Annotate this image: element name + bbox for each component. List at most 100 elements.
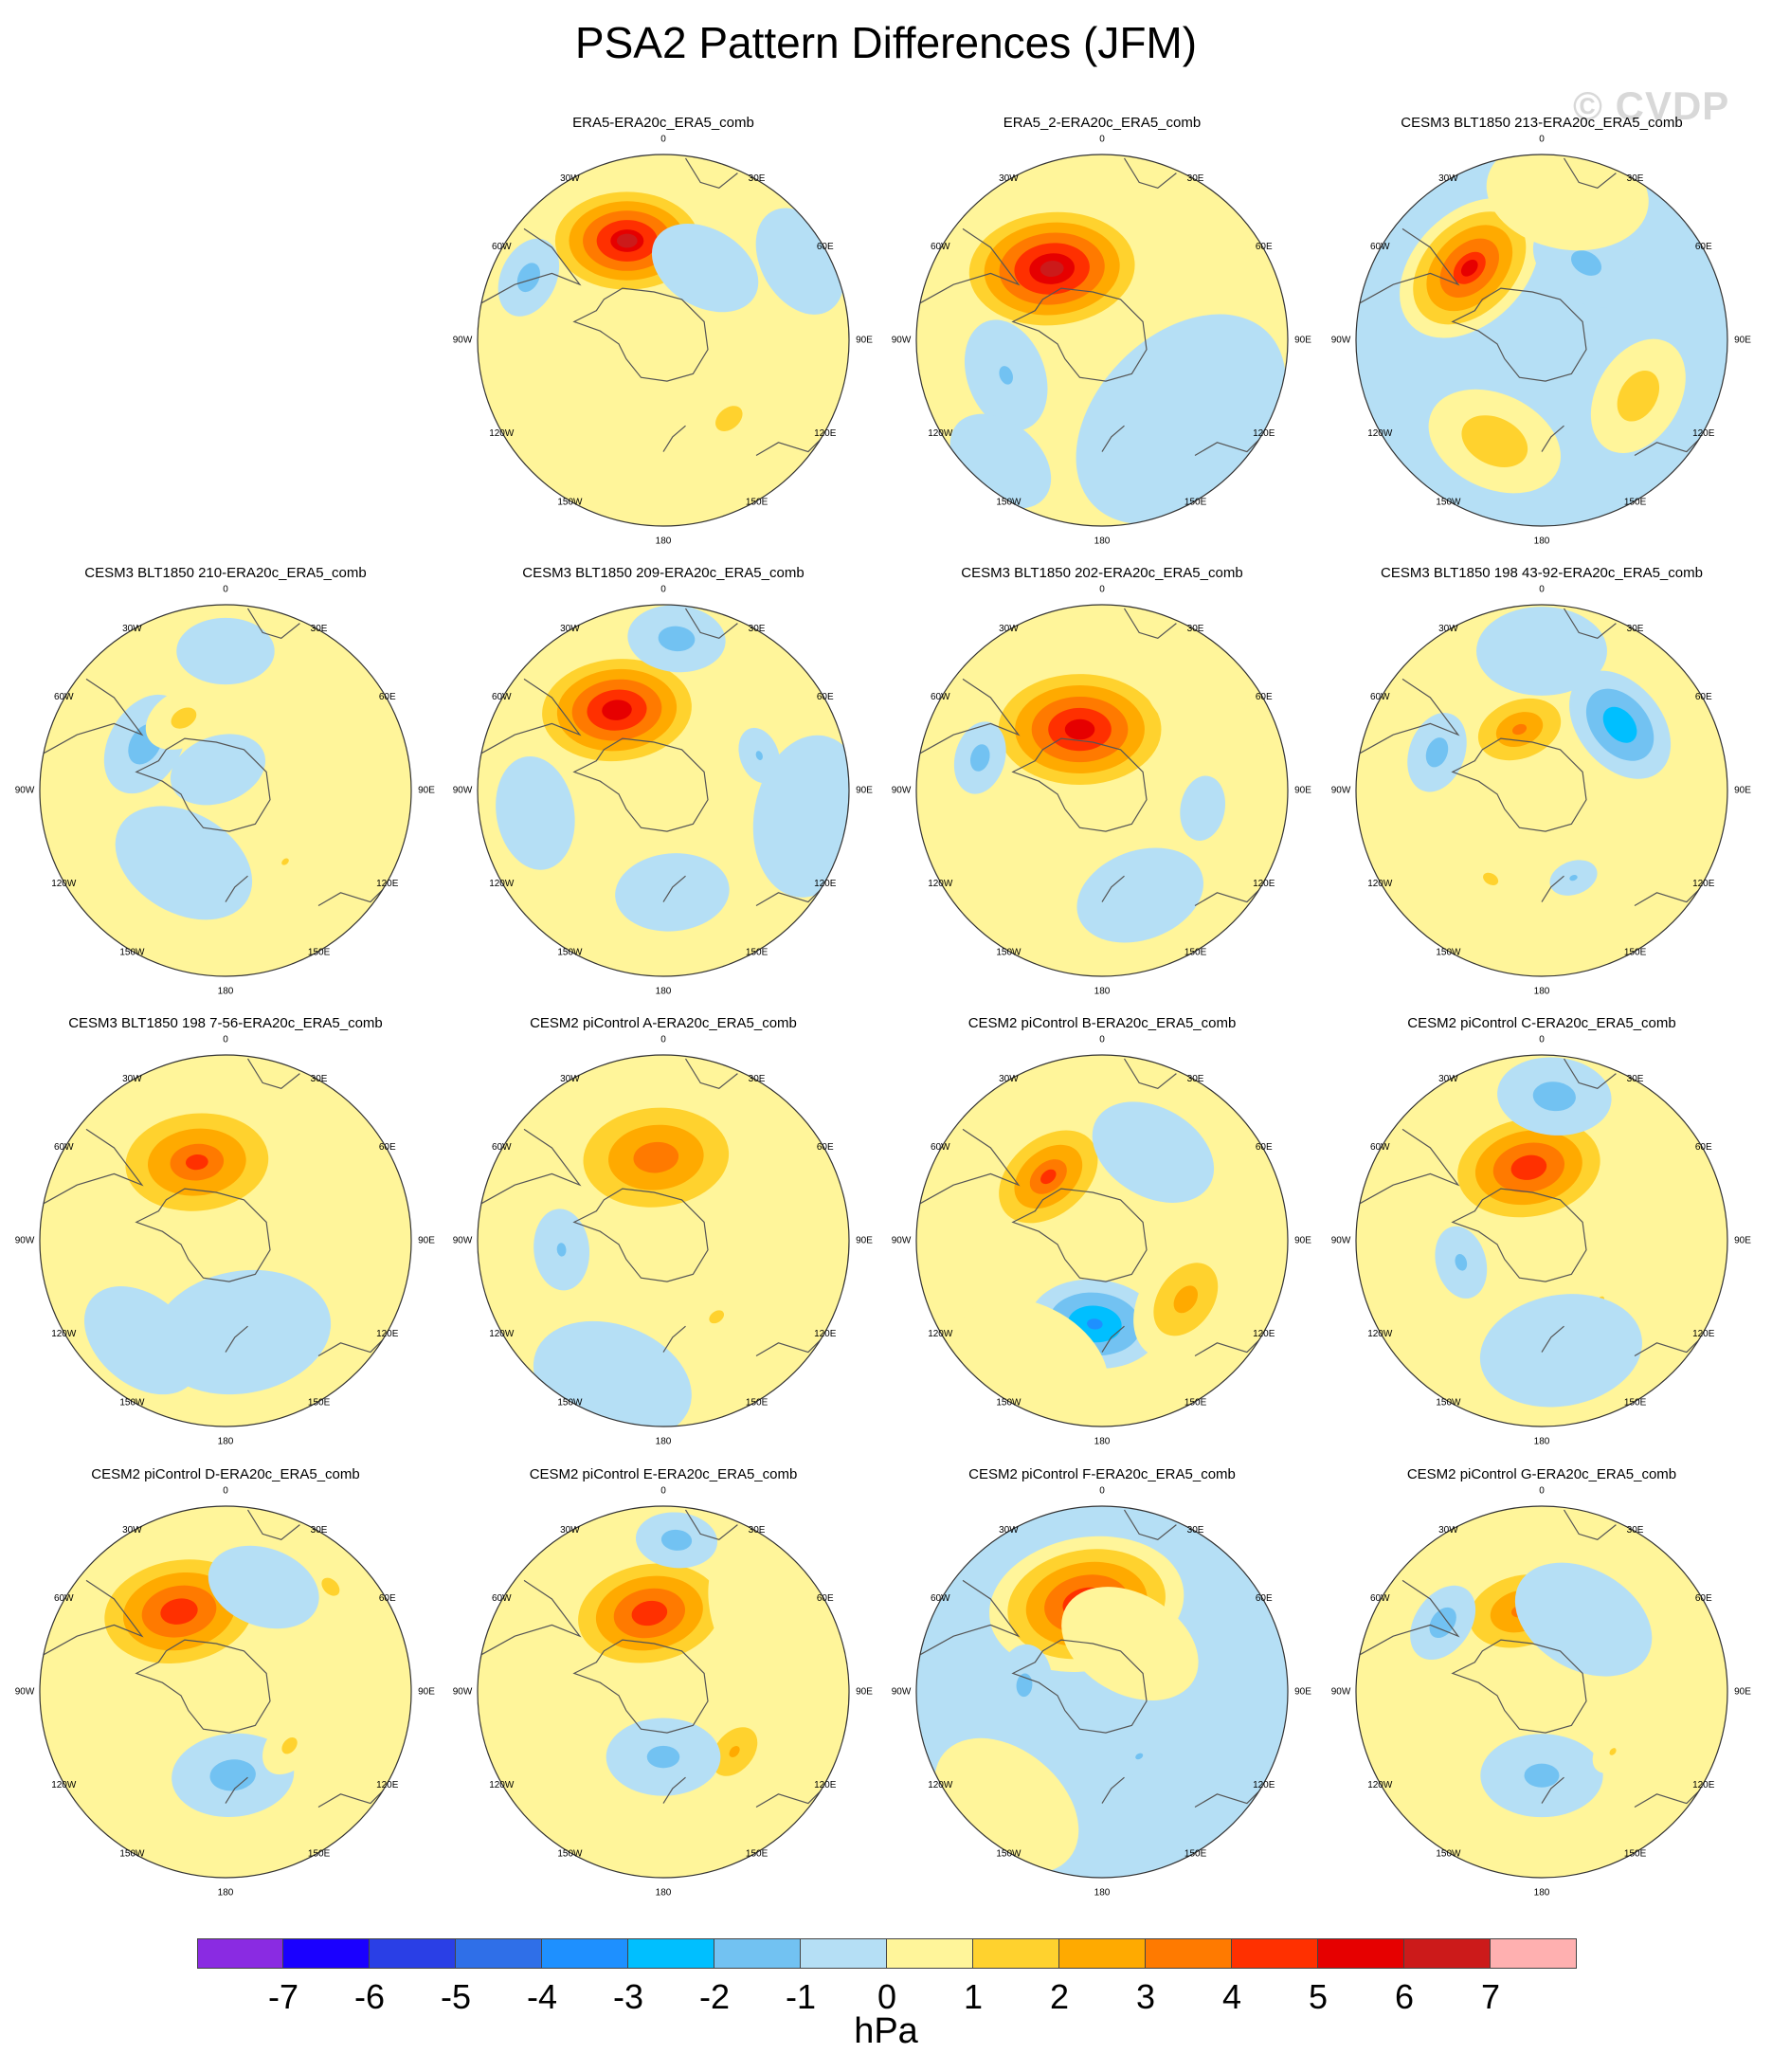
- longitude-label: 120E: [1692, 879, 1715, 889]
- contour-level: [1532, 1081, 1576, 1112]
- coastline: [684, 608, 738, 639]
- map-panel: CESM3 BLT1850 198 7-56-ERA20c_ERA5_comb 0…: [15, 1015, 436, 1447]
- contour-field: [916, 1055, 1288, 1427]
- colorbar-tick-label: -4: [526, 1977, 557, 2016]
- longitude-label: 90W: [15, 1236, 35, 1246]
- longitude-label: 0: [660, 1035, 666, 1045]
- coastline: [919, 678, 1021, 754]
- coastline: [1194, 882, 1266, 907]
- longitude-label: 120E: [1253, 1780, 1275, 1790]
- colorbar-tick-label: 6: [1394, 1977, 1415, 2016]
- longitude-label: 60E: [379, 692, 396, 702]
- longitude-label: 90E: [1294, 786, 1311, 796]
- coastline: [1194, 432, 1266, 457]
- longitude-label: 120E: [376, 1329, 399, 1339]
- coastline: [317, 1784, 389, 1808]
- colorbar-tick-label: -1: [785, 1977, 816, 2016]
- coastline: [919, 227, 1021, 304]
- panel-title: CESM2 piControl B-ERA20c_ERA5_comb: [968, 1015, 1237, 1031]
- longitude-label: 150W: [1436, 497, 1461, 507]
- contour-field: [40, 1506, 411, 1878]
- longitude-label: 150W: [996, 1397, 1022, 1408]
- coastline: [1563, 1058, 1617, 1089]
- longitude-label: 30W: [560, 624, 580, 634]
- contour-level: [1180, 775, 1226, 841]
- colorbar-box: [1404, 1938, 1491, 1969]
- contour-level: [615, 853, 730, 932]
- longitude-label: 90W: [453, 336, 473, 346]
- colorbar-tick-label: 3: [1135, 1977, 1156, 2016]
- contour-field: [478, 1055, 849, 1427]
- longitude-label: 30E: [749, 624, 766, 634]
- colorbar-box: [714, 1938, 801, 1969]
- colorbar-box: [542, 1938, 628, 1969]
- longitude-label: 150E: [1184, 947, 1207, 957]
- contour-field: [40, 1055, 411, 1427]
- longitude-label: 30E: [1187, 1074, 1204, 1084]
- longitude-label: 180: [656, 1888, 672, 1899]
- longitude-label: 150W: [1436, 1848, 1461, 1859]
- contour-field: [916, 605, 1288, 976]
- panel-title: ERA5-ERA20c_ERA5_comb: [572, 115, 754, 131]
- longitude-label: 60E: [1256, 1593, 1273, 1604]
- longitude-label: 60W: [931, 242, 950, 252]
- longitude-label: 120W: [1367, 1329, 1393, 1339]
- longitude-label: 120E: [376, 879, 399, 889]
- map-panel: CESM2 piControl C-ERA20c_ERA5_comb 0 30E 60…: [1331, 1015, 1752, 1447]
- longitude-label: 30W: [999, 173, 1019, 184]
- contour-level: [1061, 1587, 1199, 1701]
- longitude-label: 30W: [1438, 1525, 1458, 1536]
- longitude-label: 180: [656, 536, 672, 547]
- map-boundary: [1355, 604, 1728, 977]
- longitude-label: 120E: [1253, 879, 1275, 889]
- longitude-label: 90W: [1331, 786, 1351, 796]
- map-boundary: [39, 1054, 412, 1427]
- panel-title: CESM2 piControl A-ERA20c_ERA5_comb: [530, 1015, 797, 1031]
- coastline: [480, 1128, 582, 1205]
- map-panel: CESM3 BLT1850 198 43-92-ERA20c_ERA5_comb…: [1331, 565, 1752, 997]
- longitude-label: 150W: [996, 1848, 1022, 1859]
- map-boundary: [1355, 1505, 1728, 1879]
- contour-field: [1356, 605, 1727, 976]
- longitude-label: 60E: [817, 1593, 834, 1604]
- coastline: [684, 1058, 738, 1089]
- coastline: [43, 1128, 144, 1205]
- coastline: [572, 737, 709, 832]
- coastline: [1541, 875, 1564, 902]
- longitude-label: 150E: [308, 1397, 331, 1408]
- contour-field: [916, 154, 1288, 526]
- coastline: [135, 1639, 271, 1734]
- colorbar-units: hPa: [854, 2011, 918, 2051]
- longitude-label: 90E: [1734, 1687, 1751, 1698]
- coastline: [1101, 875, 1125, 902]
- panel-title: CESM2 piControl D-ERA20c_ERA5_comb: [91, 1466, 359, 1482]
- contour-field: [478, 605, 849, 976]
- longitude-label: 60W: [54, 1142, 74, 1153]
- longitude-label: 120W: [489, 1329, 515, 1339]
- longitude-label: 150W: [119, 1397, 145, 1408]
- contour-level: [646, 1745, 680, 1769]
- longitude-label: 150E: [1184, 1397, 1207, 1408]
- contour-level: [321, 1577, 340, 1596]
- panel-title: CESM3 BLT1850 213-ERA20c_ERA5_comb: [1401, 115, 1682, 131]
- coastline: [1359, 1128, 1460, 1205]
- longitude-label: 60E: [1695, 242, 1712, 252]
- coastline: [1563, 157, 1617, 189]
- coastline: [755, 432, 827, 457]
- longitude-label: 60E: [1695, 1593, 1712, 1604]
- longitude-label: 30E: [311, 1525, 328, 1536]
- longitude-label: 0: [223, 585, 228, 595]
- coastline: [1634, 1784, 1706, 1808]
- contour-field: [478, 1506, 849, 1878]
- longitude-label: 180: [1094, 1437, 1111, 1447]
- coastline: [1101, 1776, 1125, 1804]
- contour-level: [1617, 371, 1660, 422]
- longitude-label: 60E: [379, 1593, 396, 1604]
- contour-level: [969, 744, 990, 772]
- longitude-label: 0: [1099, 1035, 1105, 1045]
- panel-title: CESM2 piControl G-ERA20c_ERA5_comb: [1407, 1466, 1676, 1482]
- longitude-label: 30E: [749, 1074, 766, 1084]
- longitude-label: 90W: [15, 1687, 35, 1698]
- colorbar-tick-label: 2: [1049, 1977, 1070, 2016]
- longitude-label: 30W: [122, 1525, 142, 1536]
